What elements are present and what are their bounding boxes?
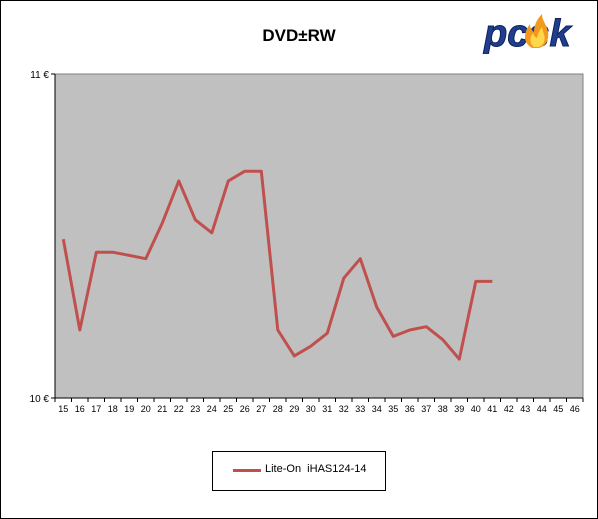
- x-tick-label: 38: [438, 404, 448, 414]
- x-tick-label: 40: [471, 404, 481, 414]
- flame-icon: [525, 14, 549, 48]
- x-tick-label: 22: [174, 404, 184, 414]
- x-tick-label: 20: [141, 404, 151, 414]
- x-tick-label: 19: [124, 404, 134, 414]
- x-tick-label: 21: [157, 404, 167, 414]
- x-tick-label: 27: [256, 404, 266, 414]
- x-tick-label: 35: [388, 404, 398, 414]
- x-tick-label: 42: [504, 404, 514, 414]
- plot-area: [54, 73, 584, 399]
- x-tick-label: 29: [289, 404, 299, 414]
- x-tick-label: 41: [487, 404, 497, 414]
- x-tick-label: 46: [570, 404, 580, 414]
- chart-title: DVD±RW: [262, 26, 336, 45]
- x-tick-label: 15: [58, 404, 68, 414]
- y-tick-label: 11 €: [30, 70, 49, 81]
- legend-label: Lite-On iHAS124-14: [265, 463, 367, 475]
- x-tick-label: 23: [190, 404, 200, 414]
- x-tick-label: 16: [75, 404, 85, 414]
- x-tick-label: 45: [553, 404, 563, 414]
- x-tick-label: 43: [520, 404, 530, 414]
- x-tick-label: 44: [537, 404, 547, 414]
- legend: Lite-On iHAS124-14: [212, 451, 386, 491]
- x-tick-label: 34: [372, 404, 382, 414]
- x-tick-label: 18: [108, 404, 118, 414]
- legend-swatch: [233, 469, 261, 472]
- x-tick-label: 36: [405, 404, 415, 414]
- x-tick-label: 37: [421, 404, 431, 414]
- logo-text: pcsk: [483, 13, 572, 54]
- x-tick-label: 24: [207, 404, 217, 414]
- x-tick-label: 33: [355, 404, 365, 414]
- x-tick-label: 17: [91, 404, 101, 414]
- x-tick-label: 28: [273, 404, 283, 414]
- x-tick-label: 32: [339, 404, 349, 414]
- x-tick-label: 31: [322, 404, 332, 414]
- x-tick-label: 26: [240, 404, 250, 414]
- x-tick-label: 30: [306, 404, 316, 414]
- y-tick-label: 10 €: [30, 394, 50, 405]
- x-tick-label: 25: [223, 404, 233, 414]
- series-line: [61, 169, 493, 361]
- pcsk-logo: pcsk: [482, 12, 584, 59]
- x-tick-label: 39: [454, 404, 464, 414]
